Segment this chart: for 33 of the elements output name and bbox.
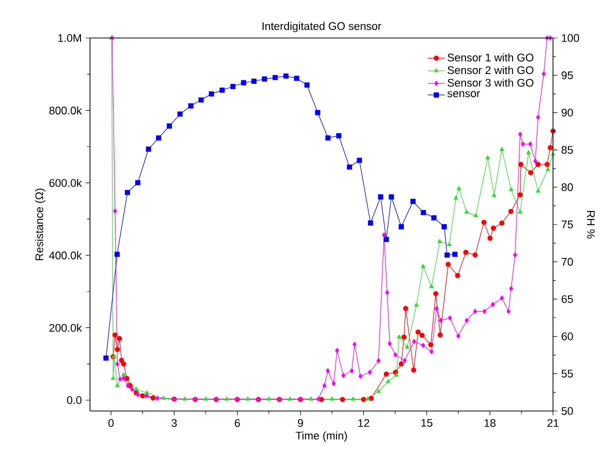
x-axis-title: Time (min) <box>296 431 347 442</box>
x-tick-label: 9 <box>298 419 303 427</box>
y-tick-label: 1.0M <box>58 34 81 42</box>
y-tick-label: 0.0 <box>67 396 82 404</box>
x-tick-label: 3 <box>172 419 177 427</box>
x-tick-label: 12 <box>358 419 370 427</box>
chart-title: Interdigitated GO sensor <box>262 22 382 32</box>
y2-tick-label: 55 <box>562 370 573 378</box>
y2-tick-label: 90 <box>562 108 573 116</box>
y-tick-label: 600.0k <box>49 178 82 187</box>
legend-label: Sensor 2 with GO <box>448 66 534 74</box>
y2-tick-label: 60 <box>562 332 573 340</box>
legend-label: Sensor 3 with GO <box>448 78 534 87</box>
x-tick-label: 18 <box>484 419 496 427</box>
y2-tick-label: 50 <box>562 407 573 415</box>
y-tick-label: 800.0k <box>49 106 82 114</box>
x-tick-label: 15 <box>421 419 432 427</box>
y2-tick-label: 65 <box>562 295 573 303</box>
x-tick-label: 6 <box>234 419 240 427</box>
legend-label: sensor <box>447 91 480 98</box>
y2-tick-label: 85 <box>562 146 573 154</box>
y2-tick-label: 80 <box>562 183 573 192</box>
y-tick-label: 200.0k <box>49 324 82 332</box>
y2-tick-label: 75 <box>562 220 573 228</box>
legend-label: Sensor 1 with GO <box>448 53 534 62</box>
x-tick-label: 21 <box>547 419 559 427</box>
y2-axis-title: RH % <box>587 211 595 238</box>
x-tick-label: 0 <box>108 419 114 427</box>
y2-tick-label: 70 <box>562 258 573 266</box>
y2-tick-label: 95 <box>562 71 573 80</box>
y-tick-label: 400.0k <box>49 251 82 260</box>
y2-tick-label: 100 <box>562 34 580 42</box>
y-axis-title: Resistance (Ω) <box>35 188 46 260</box>
